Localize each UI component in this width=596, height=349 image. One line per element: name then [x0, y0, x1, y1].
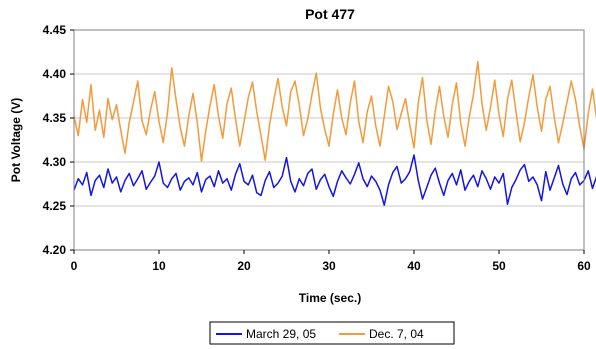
y-axis-label: Pot Voltage (V) — [9, 98, 23, 182]
x-tick-label: 60 — [577, 259, 591, 273]
y-tick-label: 4.25 — [43, 199, 67, 213]
x-tick-label: 50 — [492, 259, 506, 273]
y-tick-label: 4.30 — [43, 155, 67, 169]
legend-label-dec: Dec. 7, 04 — [369, 327, 424, 341]
y-tick-label: 4.20 — [43, 243, 67, 257]
gridlines — [74, 29, 584, 251]
chart-title: Pot 477 — [305, 6, 355, 22]
series-line — [73, 154, 596, 206]
x-tick-label: 0 — [71, 259, 78, 273]
legend: March 29, 05 Dec. 7, 04 — [209, 321, 455, 345]
x-tick-label: 30 — [322, 259, 336, 273]
plot-frame — [73, 29, 585, 251]
y-tick-label: 4.40 — [43, 67, 67, 81]
axis-ticks: 4.20 4.25 4.30 4.35 4.40 4.45 0 10 20 30 40 50 60 — [43, 23, 591, 273]
x-tick-label: 10 — [152, 259, 166, 273]
x-axis-label: Time (sec.) — [299, 291, 361, 305]
x-tick-label: 20 — [237, 259, 251, 273]
plot-area — [73, 60, 596, 206]
x-tick-label: 40 — [407, 259, 421, 273]
y-tick-label: 4.45 — [43, 23, 67, 37]
y-tick-label: 4.35 — [43, 111, 67, 125]
legend-label-march: March 29, 05 — [246, 327, 316, 341]
legend-box — [209, 321, 455, 345]
series-line — [73, 60, 596, 162]
